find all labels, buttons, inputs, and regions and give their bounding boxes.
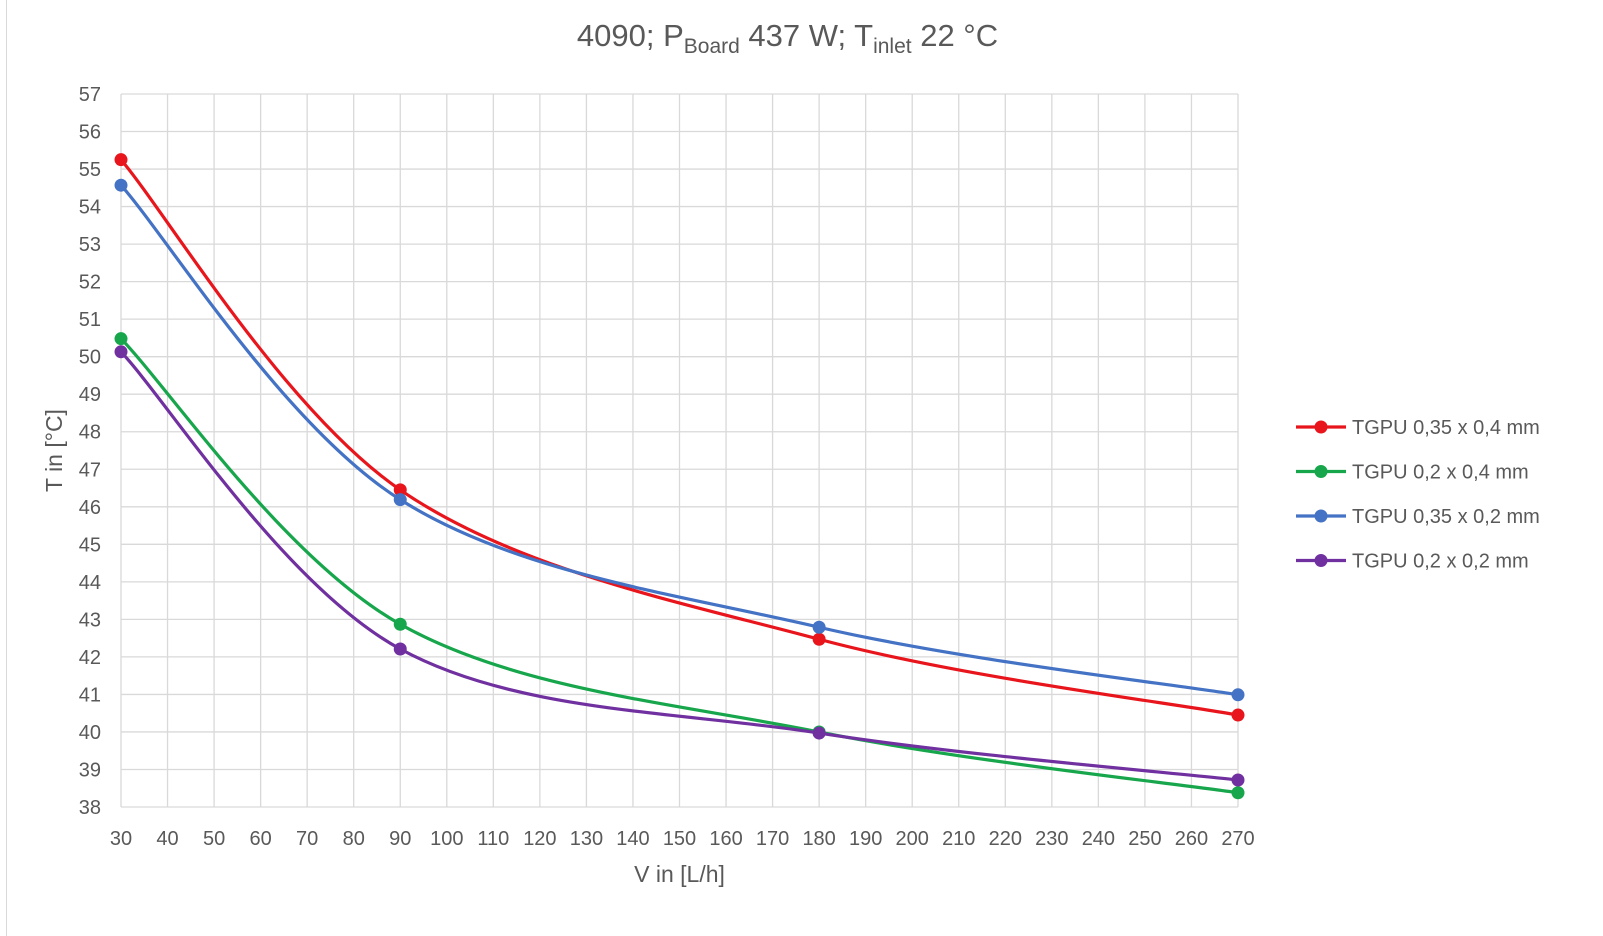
- data-point: [393, 617, 407, 631]
- x-tick-label: 160: [709, 828, 742, 850]
- legend-label: TGPU 0,2 x 0,2 mm: [1352, 551, 1529, 573]
- data-point: [114, 153, 128, 167]
- y-tick-label: 45: [79, 534, 101, 556]
- data-point: [393, 642, 407, 656]
- data-point: [1231, 708, 1245, 722]
- series-line: [119, 350, 1239, 782]
- data-point: [114, 332, 128, 346]
- y-tick-label: 53: [79, 234, 101, 256]
- x-tick-label: 90: [389, 828, 411, 850]
- data-point: [114, 178, 128, 192]
- x-tick-label: 170: [756, 828, 789, 850]
- y-tick-label: 39: [79, 759, 101, 781]
- data-point: [812, 620, 826, 634]
- x-tick-label: 220: [989, 828, 1022, 850]
- x-tick-label: 260: [1175, 828, 1208, 850]
- x-tick-label: 40: [156, 828, 178, 850]
- x-tick-label: 270: [1221, 828, 1254, 850]
- y-tick-label: 54: [79, 197, 101, 219]
- x-tick-label: 180: [802, 828, 835, 850]
- legend-marker: [1314, 509, 1328, 523]
- data-point: [1231, 786, 1245, 800]
- x-tick-label: 230: [1035, 828, 1068, 850]
- y-tick-label: 38: [79, 797, 101, 819]
- x-tick-label: 110: [477, 828, 509, 850]
- legend-marker: [1314, 554, 1328, 567]
- y-tick-label: 52: [79, 272, 101, 294]
- y-tick-label: 46: [79, 497, 101, 519]
- y-tick-label: 55: [79, 159, 101, 181]
- legend-label: TGPU 0,35 x 0,2 mm: [1352, 506, 1540, 528]
- x-tick-label: 80: [343, 828, 365, 850]
- data-point: [812, 632, 826, 646]
- x-tick-label: 60: [250, 828, 272, 850]
- data-point: [393, 483, 407, 497]
- x-tick-label: 200: [896, 828, 929, 850]
- legend-label: TGPU 0,2 x 0,4 mm: [1352, 462, 1529, 484]
- y-tick-label: 56: [79, 122, 101, 144]
- legend-entry: TGPU 0,35 x 0,4 mm: [1296, 417, 1540, 439]
- x-tick-label: 70: [296, 828, 318, 850]
- x-tick-label: 50: [203, 828, 225, 850]
- series-line: [119, 184, 1239, 697]
- x-tick-label: 250: [1128, 828, 1161, 850]
- x-tick-label: 190: [849, 828, 882, 850]
- data-point: [1231, 688, 1245, 702]
- legend-entry: TGPU 0,2 x 0,4 mm: [1296, 462, 1529, 484]
- y-tick-label: 40: [79, 722, 101, 744]
- legend-entry: TGPU 0,2 x 0,2 mm: [1296, 551, 1529, 573]
- sheet-edge: [0, 0, 7, 936]
- y-tick-label: 48: [79, 422, 101, 444]
- x-tick-label: 130: [570, 828, 603, 850]
- x-tick-label: 140: [616, 828, 649, 850]
- y-tick-label: 42: [79, 647, 101, 669]
- x-tick-label: 210: [942, 828, 975, 850]
- legend-marker: [1314, 465, 1328, 478]
- chart-title: 4090; PBoard 437 W; Tinlet 22 °C: [576, 18, 999, 59]
- x-tick-label: 120: [523, 828, 556, 850]
- y-tick-label: 44: [79, 572, 101, 594]
- y-tick-label: 50: [79, 347, 101, 369]
- y-tick-label: 57: [79, 84, 101, 106]
- y-tick-label: 47: [79, 459, 101, 481]
- legend-label: TGPU 0,35 x 0,4 mm: [1352, 417, 1540, 439]
- y-axis-label: T in [°C]: [41, 409, 67, 492]
- legend-marker: [1314, 420, 1328, 434]
- y-tick-label: 41: [79, 684, 101, 706]
- series-line: [119, 337, 1239, 795]
- x-tick-label: 150: [663, 828, 696, 850]
- x-tick-label: 30: [110, 828, 132, 850]
- x-tick-label: 240: [1082, 828, 1115, 850]
- legend-entry: TGPU 0,35 x 0,2 mm: [1296, 506, 1540, 528]
- y-tick-label: 43: [79, 609, 101, 631]
- data-point: [1231, 773, 1245, 787]
- data-point: [393, 493, 407, 507]
- y-tick-label: 49: [79, 384, 101, 406]
- data-point: [812, 726, 826, 740]
- data-point: [114, 345, 128, 359]
- y-tick-label: 51: [79, 309, 101, 331]
- x-tick-label: 100: [430, 828, 463, 850]
- x-axis-label: V in [L/h]: [634, 861, 725, 887]
